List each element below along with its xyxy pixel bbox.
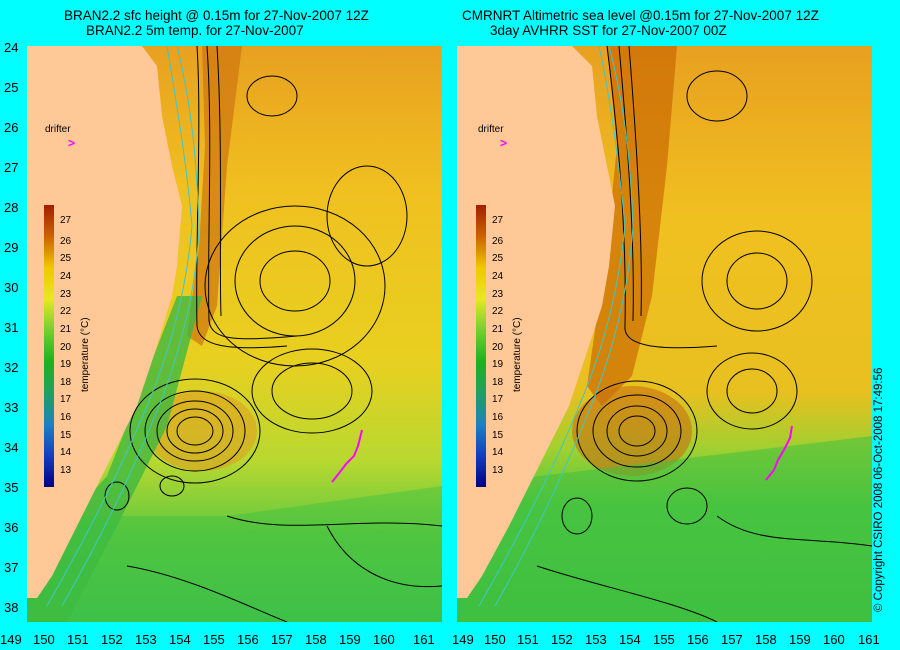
colorbar-tick: 20 bbox=[60, 342, 72, 353]
colorbar-tick: 23 bbox=[492, 289, 504, 300]
y-axis-label: 38 bbox=[4, 600, 19, 615]
colorbar-tick: 26 bbox=[60, 236, 72, 247]
drifter-marker-icon: > bbox=[500, 136, 508, 150]
y-axis-label: 31 bbox=[4, 320, 19, 335]
x-axis-label: 161 bbox=[413, 632, 435, 647]
x-axis-label: 157 bbox=[721, 632, 743, 647]
colorbar-tick: 19 bbox=[492, 359, 504, 370]
x-axis-label: 151 bbox=[67, 632, 89, 647]
colorbar-tick: 24 bbox=[60, 271, 72, 282]
colorbar-tick: 14 bbox=[492, 447, 504, 458]
x-axis-label: 151 bbox=[517, 632, 539, 647]
right-title-line2: 3day AVHRR SST for 27-Nov-2007 00Z bbox=[490, 23, 727, 38]
x-axis-label: 153 bbox=[135, 632, 157, 647]
colorbar-tick: 26 bbox=[492, 236, 504, 247]
isobath-lines bbox=[478, 46, 634, 607]
colorbar-title: temperature (°C) bbox=[512, 317, 523, 392]
drifter-marker-icon: > bbox=[68, 136, 76, 150]
colorbar-tick: 19 bbox=[60, 359, 72, 370]
y-axis-label: 28 bbox=[4, 200, 19, 215]
land-mass bbox=[457, 46, 615, 598]
left-title-line2: BRAN2.2 5m temp. for 27-Nov-2007 bbox=[86, 23, 304, 38]
colorbar-tick: 20 bbox=[492, 342, 504, 353]
colorbar-tick: 18 bbox=[60, 377, 72, 388]
colorbar-tick: 14 bbox=[60, 447, 72, 458]
y-axis-label: 36 bbox=[4, 520, 19, 535]
x-axis-label: 149 bbox=[0, 632, 22, 647]
left-title-line1: BRAN2.2 sfc height @ 0.15m for 27-Nov-20… bbox=[64, 8, 369, 23]
y-axis-label: 25 bbox=[4, 80, 19, 95]
x-axis-label: 159 bbox=[789, 632, 811, 647]
left-map bbox=[27, 46, 442, 622]
x-axis-label: 155 bbox=[203, 632, 225, 647]
colorbar-tick: 25 bbox=[60, 253, 72, 264]
colorbar-tick: 13 bbox=[60, 465, 72, 476]
colorbar-tick: 21 bbox=[60, 324, 72, 335]
y-axis-label: 30 bbox=[4, 280, 19, 295]
x-axis-label: 156 bbox=[687, 632, 709, 647]
x-axis-label: 153 bbox=[585, 632, 607, 647]
drifter-label: drifter bbox=[45, 124, 71, 135]
colorbar-tick: 16 bbox=[60, 412, 72, 423]
colorbar-tick: 22 bbox=[60, 306, 72, 317]
drifter-label: drifter bbox=[478, 124, 504, 135]
y-axis-label: 27 bbox=[4, 160, 19, 175]
colorbar-tick: 17 bbox=[492, 394, 504, 405]
y-axis-label: 33 bbox=[4, 400, 19, 415]
colorbar-tick: 27 bbox=[60, 215, 72, 226]
colorbar-tick: 15 bbox=[492, 430, 504, 441]
right-title-line1: CMRNRT Altimetric sea level @0.15m for 2… bbox=[462, 8, 819, 23]
colorbar-tick: 17 bbox=[60, 394, 72, 405]
colorbar-tick: 24 bbox=[492, 271, 504, 282]
x-axis-label: 150 bbox=[484, 632, 506, 647]
isobath-lines bbox=[46, 46, 200, 607]
y-axis-label: 37 bbox=[4, 560, 19, 575]
right-map bbox=[457, 46, 872, 622]
x-axis-label: 157 bbox=[271, 632, 293, 647]
x-axis-label: 158 bbox=[755, 632, 777, 647]
y-axis-label: 35 bbox=[4, 480, 19, 495]
land-mass bbox=[27, 46, 182, 598]
x-axis-label: 156 bbox=[237, 632, 259, 647]
colorbar-tick: 23 bbox=[60, 289, 72, 300]
colorbar-tick: 22 bbox=[492, 306, 504, 317]
x-axis-label: 158 bbox=[305, 632, 327, 647]
colorbar-right bbox=[476, 205, 486, 487]
drifter-track-right bbox=[765, 425, 793, 481]
x-axis-label: 154 bbox=[169, 632, 191, 647]
y-axis-label: 32 bbox=[4, 360, 19, 375]
y-axis-label: 26 bbox=[4, 120, 19, 135]
y-axis-label: 29 bbox=[4, 240, 19, 255]
x-axis-label: 149 bbox=[452, 632, 474, 647]
x-axis-label: 150 bbox=[33, 632, 55, 647]
x-axis-label: 160 bbox=[373, 632, 395, 647]
colorbar-tick: 21 bbox=[492, 324, 504, 335]
drifter-track-left bbox=[331, 429, 363, 483]
x-axis-label: 159 bbox=[339, 632, 361, 647]
colorbar-tick: 18 bbox=[492, 377, 504, 388]
x-axis-label: 152 bbox=[551, 632, 573, 647]
y-axis-label: 24 bbox=[4, 40, 19, 55]
sea-level-contours bbox=[104, 46, 442, 622]
colorbar-left bbox=[44, 205, 54, 487]
left-map-panel bbox=[27, 46, 442, 622]
colorbar-tick: 25 bbox=[492, 253, 504, 264]
y-axis-label: 34 bbox=[4, 440, 19, 455]
copyright-text: © Copyright CSIRO 2008 06-Oct-2008 17:49… bbox=[873, 367, 885, 612]
x-axis-label: 154 bbox=[619, 632, 641, 647]
colorbar-tick: 27 bbox=[492, 215, 504, 226]
colorbar-tick: 16 bbox=[492, 412, 504, 423]
colorbar-tick: 13 bbox=[492, 465, 504, 476]
x-axis-label: 161 bbox=[858, 632, 880, 647]
colorbar-tick: 15 bbox=[60, 430, 72, 441]
right-map-panel bbox=[457, 46, 872, 622]
colorbar-title: temperature (°C) bbox=[80, 317, 91, 392]
x-axis-label: 155 bbox=[653, 632, 675, 647]
x-axis-label: 152 bbox=[101, 632, 123, 647]
x-axis-label: 160 bbox=[823, 632, 845, 647]
